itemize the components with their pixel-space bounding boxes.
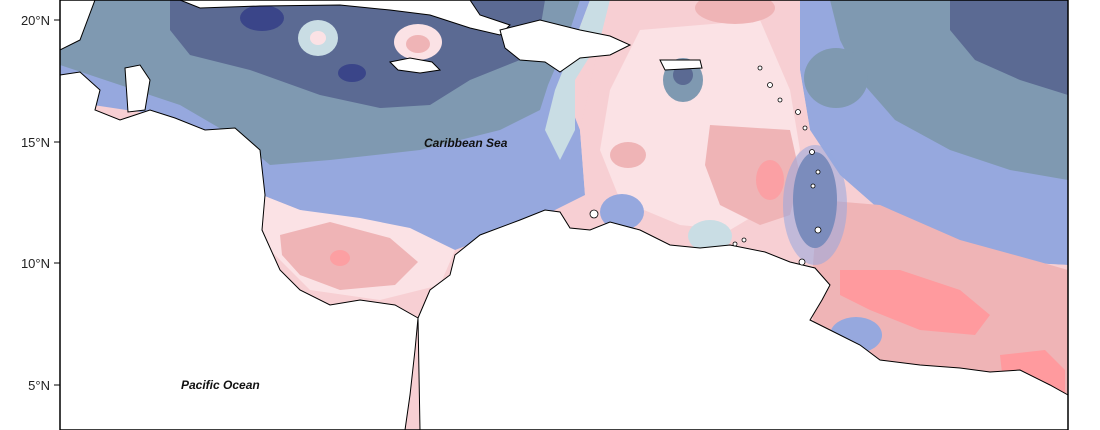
land — [59, 0, 1069, 430]
land-puerto-rico — [659, 59, 703, 71]
lesser-antilles — [589, 65, 822, 266]
contour-white-cuba — [310, 31, 326, 45]
lat-axis: 20°N 15°N 10°N 5°N — [21, 13, 60, 393]
contour-periwinkle-windward — [783, 145, 847, 265]
land-cuba — [179, 0, 511, 36]
contour-salmon-small — [756, 160, 784, 200]
plot-frame — [59, 0, 1069, 430]
contour-rose-top — [695, 0, 775, 24]
contour-rose-east-caribbean — [705, 125, 800, 225]
contour-salmon-southeast — [840, 270, 990, 335]
land-belize — [124, 64, 151, 113]
caribbean-sea-label: Caribbean Sea — [424, 136, 508, 150]
contour-rose-jamaica — [406, 35, 430, 53]
contour-salmon-dot — [330, 250, 350, 266]
contour-deep-blue-2 — [338, 64, 366, 82]
pacific-ocean-label: Pacific Ocean — [181, 378, 260, 392]
lat-tick-label: 10°N — [21, 256, 50, 271]
contour-periwinkle-venezuela — [600, 194, 644, 230]
lat-tick-label: 20°N — [21, 13, 50, 28]
lat-tick-label: 5°N — [28, 378, 50, 393]
land-hispaniola — [499, 19, 632, 73]
land-central-america — [59, 71, 419, 430]
contour-slate-patch — [804, 48, 868, 108]
land-jamaica — [388, 57, 442, 74]
lat-tick-label: 15°N — [21, 135, 50, 150]
contour-deep-blue — [240, 5, 284, 31]
contour-navy-pr — [673, 65, 693, 85]
contour-paleblue-venezuela — [688, 220, 732, 252]
contour-navy-east — [950, 0, 1068, 95]
contour-rose-small — [610, 142, 646, 168]
